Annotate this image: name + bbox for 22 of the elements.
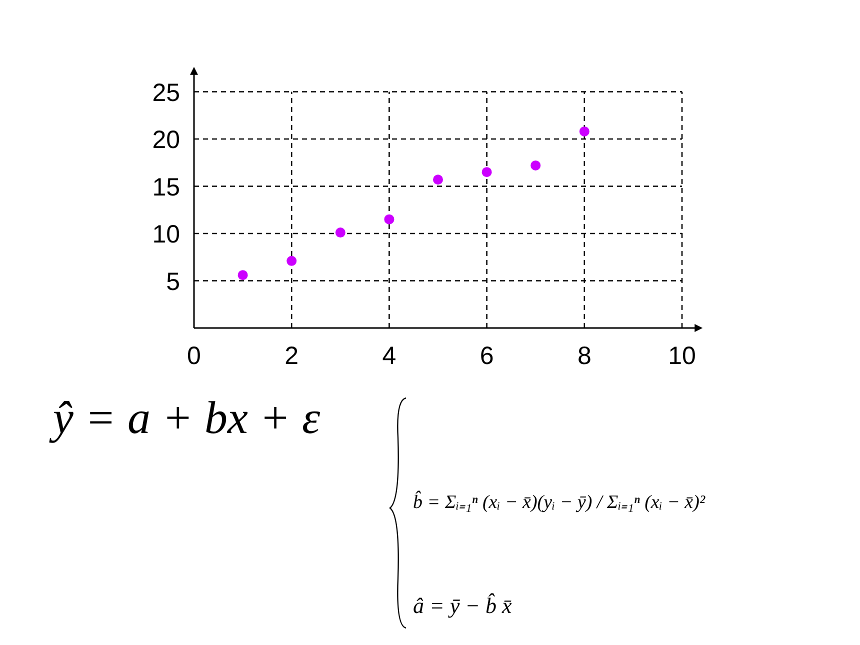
text: ŷ = a + bx + ε [49, 392, 321, 443]
point [482, 167, 492, 178]
point [384, 214, 394, 224]
x-tick-label: 8 [577, 342, 592, 370]
point [530, 160, 541, 170]
x-tick-label: 0 [187, 342, 201, 370]
x-tick-label: 2 [284, 342, 299, 370]
y-tick-label: 15 [152, 173, 180, 202]
point [286, 256, 297, 266]
point [433, 174, 443, 185]
y-tick-label: 10 [152, 220, 180, 248]
x-tick-label: 4 [382, 342, 396, 370]
y-tick-label: 5 [166, 268, 180, 296]
point [335, 228, 346, 238]
text: â = ȳ − b̂ x̄ [413, 592, 512, 618]
point [238, 270, 248, 280]
x-tick-label: 10 [668, 342, 696, 370]
y-tick-label: 25 [152, 78, 180, 107]
x-tick-label: 6 [480, 342, 494, 370]
y-tick-label: 20 [152, 126, 180, 154]
text: b̂ = Σᵢ₌₁ⁿ (xᵢ − x̄)(yᵢ − ȳ) / Σᵢ₌₁ⁿ (xᵢ − x̄)² [413, 490, 706, 513]
point [579, 126, 590, 136]
